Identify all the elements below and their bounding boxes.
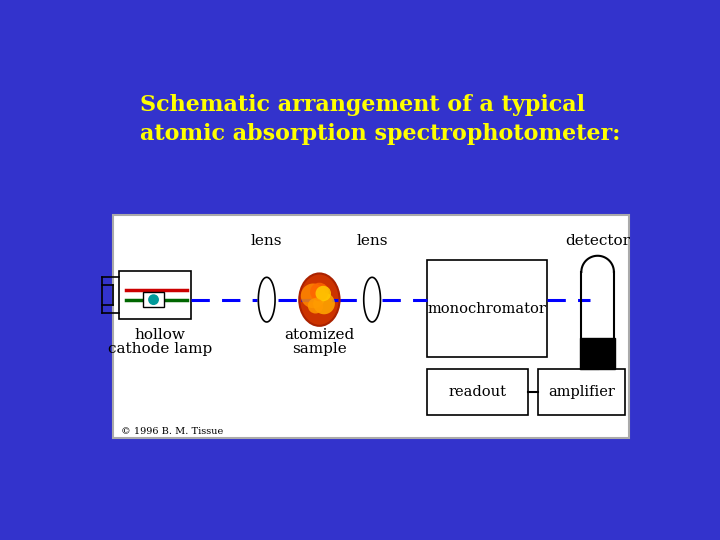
Bar [427, 260, 547, 357]
Text: sample: sample [292, 342, 347, 356]
Bar [427, 369, 528, 415]
Text: monochromator: monochromator [428, 301, 546, 315]
Text: amplifier: amplifier [548, 385, 615, 399]
Circle shape [313, 293, 335, 314]
Text: lens: lens [251, 234, 282, 248]
Text: detector: detector [565, 234, 630, 248]
Text: Schematic arrangement of a typical: Schematic arrangement of a typical [140, 94, 585, 116]
Circle shape [310, 283, 329, 301]
Circle shape [315, 286, 331, 301]
Text: © 1996 B. M. Tissue: © 1996 B. M. Tissue [121, 427, 223, 436]
Bar [580, 338, 616, 369]
Bar [143, 292, 164, 307]
Text: atomized: atomized [284, 328, 354, 342]
Text: lens: lens [356, 234, 388, 248]
Circle shape [307, 298, 323, 314]
Bar [113, 215, 629, 438]
Bar [120, 271, 191, 319]
Polygon shape [258, 278, 275, 322]
Text: readout: readout [449, 385, 506, 399]
Text: cathode lamp: cathode lamp [107, 342, 212, 356]
Text: atomic absorption spectrophotometer:: atomic absorption spectrophotometer: [140, 123, 621, 145]
Ellipse shape [300, 273, 340, 326]
Circle shape [148, 294, 159, 305]
Text: hollow: hollow [135, 328, 185, 342]
Polygon shape [364, 278, 380, 322]
Bar [538, 369, 625, 415]
Circle shape [301, 284, 325, 308]
